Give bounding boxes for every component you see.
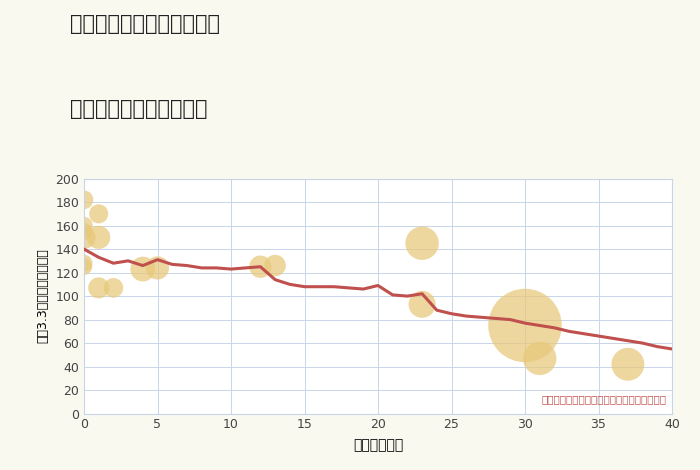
Point (78, 263, 90, 271)
X-axis label: 築年数（年）: 築年数（年） (353, 439, 403, 453)
Point (622, 360, 634, 368)
Point (416, 301, 428, 308)
Point (255, 263, 266, 271)
Point (78, 259, 90, 267)
Text: 築年数別中古戸建て価格: 築年数別中古戸建て価格 (70, 99, 207, 119)
Point (78, 196, 90, 204)
Point (416, 240, 428, 247)
Point (93, 234, 104, 241)
Point (108, 284, 119, 291)
Text: 兵庫県西宮市今津山中町の: 兵庫県西宮市今津山中町の (70, 14, 220, 34)
Point (93, 284, 104, 291)
Y-axis label: 坪（3.3㎡）単価（万円）: 坪（3.3㎡）単価（万円） (36, 249, 50, 344)
Point (519, 322, 531, 329)
Point (152, 264, 163, 272)
Point (270, 262, 281, 269)
Point (78, 228, 90, 235)
Point (534, 354, 545, 362)
Point (93, 210, 104, 218)
Point (137, 265, 148, 273)
Text: 円の大きさは、取引のあった物件面積を示す: 円の大きさは、取引のあった物件面積を示す (541, 394, 666, 404)
Point (78, 234, 90, 241)
Point (78, 222, 90, 229)
